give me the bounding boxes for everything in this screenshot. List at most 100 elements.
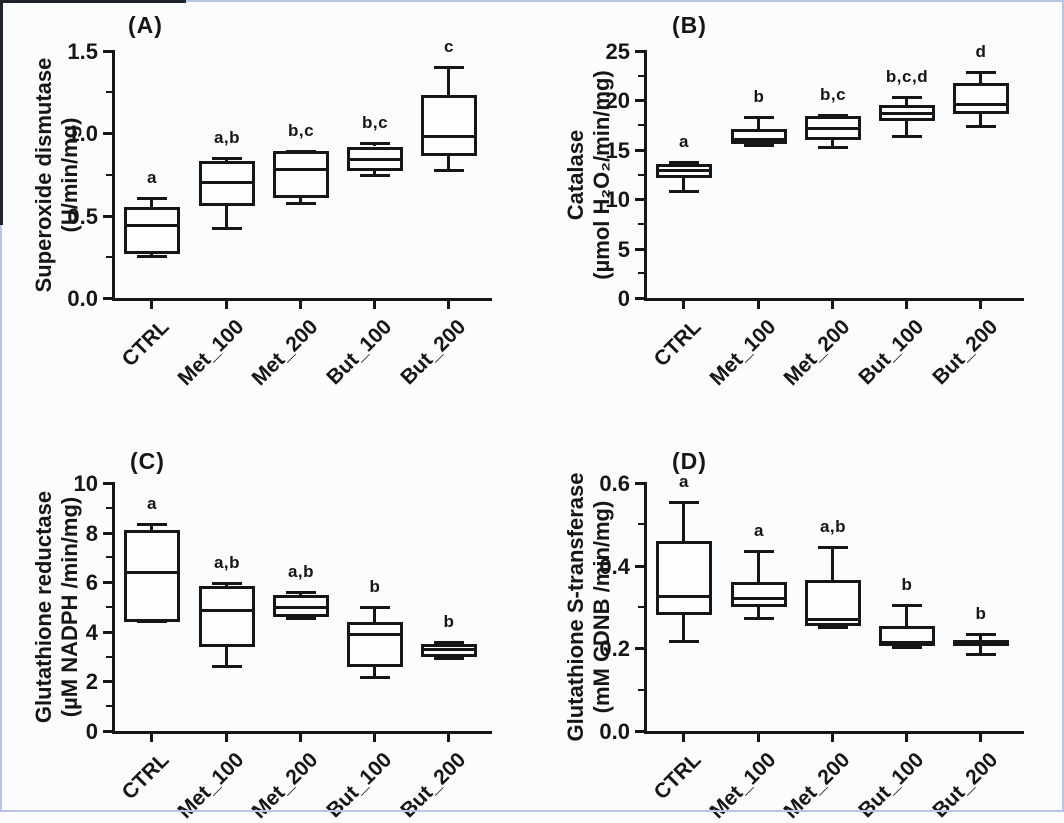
y-major-tick [635, 730, 644, 733]
panel-letter-c: (C) [130, 448, 165, 474]
box-d-ctrl-median-line [656, 595, 712, 599]
category-label-but_100: But_100 [322, 748, 397, 823]
y-tick-label: 1.0 [67, 121, 98, 147]
x-tick [757, 301, 760, 309]
box-b-met_200-lower-cap [818, 145, 848, 149]
y-major-tick [103, 297, 112, 300]
box-a-met_200-significance-letters: b,c [287, 121, 315, 141]
category-label-but_200: But_200 [396, 748, 471, 823]
category-label-but_200: But_200 [928, 315, 1003, 390]
y-major-tick [103, 132, 112, 136]
x-tick [225, 734, 228, 742]
y-minor-tick [106, 91, 112, 94]
box-a-but_100-significance-letters: b,c [361, 113, 389, 133]
y-minor-tick [638, 124, 644, 127]
box-b-met_100-upper-cap [744, 116, 774, 120]
x-tick [150, 301, 153, 309]
x-tick [299, 734, 302, 742]
x-tick [225, 301, 228, 309]
panel-a: (A) Superoxide dismutase (U/min/mg) 0.0 0.5 1… [0, 0, 532, 406]
category-label-but_100: But_100 [854, 748, 929, 823]
panel-c: (C) Glutathione reductase (µM NADPH /min/m… [0, 406, 532, 823]
x-tick [299, 301, 302, 309]
category-label-ctrl: CTRL [117, 748, 174, 805]
category-label-met_100: Met_100 [705, 748, 781, 823]
box-b-but_200-significance-letters: d [975, 41, 987, 61]
box-b-ctrl-significance-letters: a [679, 131, 689, 151]
box-c-met_100-iqr-box [199, 585, 255, 647]
box-d-but_200-median-line [953, 642, 1009, 646]
box-c-but_100-upper-cap [360, 606, 390, 609]
box-b-met_100-upper-whisker [757, 117, 760, 130]
box-c-met_200-upper-cap [286, 591, 316, 595]
y-minor-tick [106, 606, 112, 608]
box-b-but_100-lower-whisker [905, 121, 908, 137]
y-axis-label-d: Glutathione S-transferase (mM CDNB /min/m… [563, 473, 615, 742]
box-a-met_100-lower-whisker [225, 205, 228, 229]
y-tick-label: 15 [605, 137, 630, 163]
y-tick-label: 0.4 [599, 553, 630, 579]
box-b-but_200-upper-cap [966, 70, 996, 74]
y-tick-label: 10 [73, 471, 98, 496]
y-major-tick [635, 482, 644, 485]
box-b-ctrl-lower-whisker [682, 178, 685, 193]
y-tick-label: 10 [605, 187, 630, 213]
box-c-met_200-lower-cap [286, 617, 316, 621]
y-tick-label: 0.0 [599, 719, 630, 744]
y-tick-label: 0.6 [599, 471, 630, 496]
x-tick [979, 301, 982, 309]
box-d-met_100-iqr-box [731, 582, 787, 607]
y-minor-tick [106, 556, 112, 559]
scan-edge-artifact-top [0, 0, 186, 3]
y-tick-label: 2 [85, 669, 98, 695]
category-label-met_100: Met_100 [705, 315, 781, 391]
x-tick [905, 734, 908, 742]
box-a-met_100-significance-letters: a,b [213, 128, 241, 148]
y-tick-label: 0.5 [67, 203, 98, 229]
box-b-ctrl-lower-cap [669, 190, 699, 194]
x-tick [905, 301, 908, 309]
box-c-ctrl-upper-whisker [150, 523, 153, 531]
x-axis-b [644, 298, 1024, 301]
box-a-ctrl-median-line [124, 224, 180, 228]
x-tick [447, 301, 450, 309]
box-b-met_100-iqr-box [731, 129, 787, 144]
box-d-but_100-upper-cap [892, 603, 922, 607]
y-minor-tick [106, 173, 112, 176]
box-d-met_200-upper-cap [818, 546, 848, 550]
box-c-ctrl-median-line [124, 570, 180, 574]
y-major-tick [103, 680, 112, 684]
box-c-ctrl-significance-letters: a [147, 493, 157, 513]
y-axis-label-line: (U/min/mg) [57, 117, 82, 232]
box-d-met_200-median-line [805, 617, 861, 621]
box-b-but_200-median-line [953, 102, 1009, 106]
box-d-but_200-upper-cap [966, 632, 996, 636]
box-a-ctrl-iqr-box [124, 207, 180, 254]
y-major-tick [635, 247, 644, 251]
x-tick [447, 734, 450, 742]
box-c-but_200-significance-letters: b [443, 611, 455, 631]
box-d-met_100-lower-whisker [757, 607, 760, 620]
y-major-tick [103, 630, 112, 634]
box-d-ctrl-lower-whisker [682, 615, 685, 643]
y-major-tick [635, 297, 644, 300]
x-axis-c [112, 731, 492, 734]
x-axis-a [112, 298, 492, 301]
box-c-but_200-lower-cap [434, 657, 464, 661]
y-axis-label-a: Superoxide dismutase (U/min/mg) [31, 57, 83, 292]
y-major-tick [103, 730, 112, 733]
y-axis-b [644, 50, 647, 301]
box-b-met_100-lower-cap [744, 143, 774, 147]
box-b-but_100-lower-cap [892, 134, 922, 138]
box-c-met_100-lower-cap [212, 664, 242, 668]
box-a-but_200-significance-letters: c [444, 37, 454, 57]
box-c-but_200-median-line [421, 647, 477, 651]
box-a-but_100-upper-cap [360, 142, 390, 146]
box-c-met_200-median-line [273, 605, 329, 609]
x-tick [682, 734, 685, 742]
box-a-ctrl-upper-cap [137, 196, 167, 200]
y-minor-tick [106, 255, 112, 258]
category-label-but_200: But_200 [928, 748, 1003, 823]
x-tick [150, 734, 153, 742]
category-label-but_200: But_200 [396, 315, 471, 390]
